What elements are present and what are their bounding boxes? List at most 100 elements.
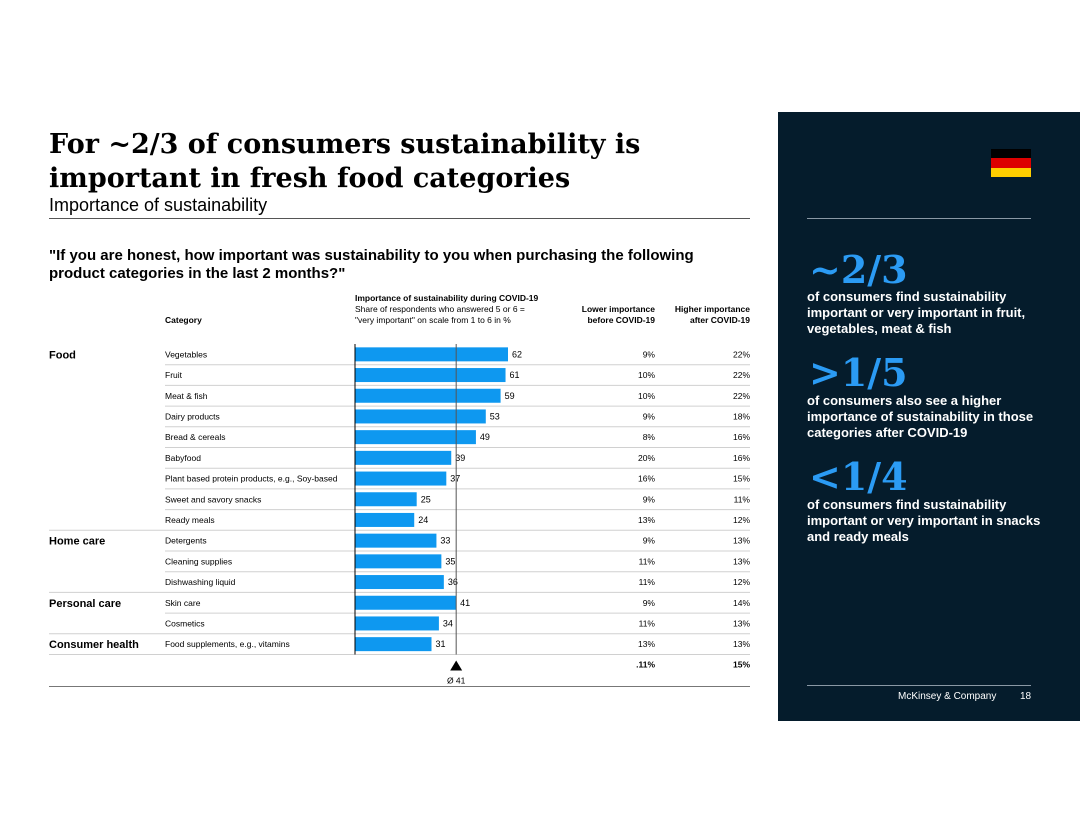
higher-importance-value: 14% (733, 598, 750, 608)
group-label: Consumer health (49, 639, 139, 651)
bar (355, 637, 432, 652)
bar (355, 368, 506, 383)
bar (355, 595, 457, 610)
stat2-text: of consumers also see a higher importanc… (807, 393, 1034, 440)
importance-header-title: Importance of sustainability during COVI… (355, 293, 539, 303)
lower-importance-value: 11% (639, 618, 656, 628)
bar-value-label: 37 (450, 474, 460, 484)
category-header: Category (165, 315, 202, 325)
lower-importance-value: 11% (639, 556, 656, 566)
stat1-text: of consumers find sustainability importa… (807, 289, 1026, 336)
category-label: Meat & fish (165, 391, 208, 401)
stat1-value: ~2/3 (809, 247, 908, 292)
bar-value-label: 25 (421, 494, 431, 504)
category-label: Food supplements, e.g., vitamins (165, 639, 290, 649)
category-label: Sweet and savory snacks (165, 494, 261, 504)
higher-importance-value: 11% (734, 494, 751, 504)
higher-importance-value: 13% (733, 536, 750, 546)
germany-flag-icon (991, 149, 1031, 177)
group-label: Personal care (49, 598, 121, 610)
stat2-value: >1/5 (809, 350, 908, 395)
lower-importance-value: 10% (638, 370, 655, 380)
lower-importance-value: 9% (643, 349, 656, 359)
bar (355, 450, 452, 465)
lower-importance-value: 11% (639, 577, 656, 587)
bar (355, 347, 508, 362)
lower-importance-header: Lower importance before COVID-19 (555, 304, 655, 326)
bar-value-label: 35 (445, 556, 455, 566)
higher-importance-value: 13% (733, 618, 750, 628)
category-label: Bread & cereals (165, 432, 225, 442)
higher-importance-value: 15% (733, 474, 750, 484)
bar (355, 616, 439, 631)
bar-value-label: 53 (490, 411, 500, 421)
bar-value-label: 36 (448, 577, 458, 587)
bar (355, 388, 501, 403)
importance-header-sub2: "very important" on scale from 1 to 6 in… (355, 315, 511, 325)
category-label: Plant based protein products, e.g., Soy-… (165, 474, 338, 484)
bar-value-label: 59 (505, 391, 515, 401)
bar (355, 430, 476, 445)
lower-importance-value: 9% (643, 411, 656, 421)
page-subtitle: Importance of sustainability (49, 195, 268, 215)
category-label: Ready meals (165, 515, 215, 525)
stat3-text: of consumers find sustainability importa… (807, 497, 1041, 544)
category-label: Skin care (165, 598, 201, 608)
lower-importance-value: 20% (638, 453, 655, 463)
bar (355, 409, 486, 424)
page-number: 18 (1020, 691, 1032, 702)
lower-importance-value: 9% (643, 536, 656, 546)
page-title: For ~2/3 of consumers sustainability is … (49, 129, 641, 194)
lower-importance-value: 8% (643, 432, 656, 442)
bar-value-label: 62 (512, 349, 522, 359)
average-marker-icon (450, 660, 463, 671)
category-label: Dairy products (165, 411, 220, 421)
lower-importance-value: 13% (638, 515, 655, 525)
importance-header-sub1: Share of respondents who answered 5 or 6… (355, 304, 525, 314)
higher-importance-value: 16% (733, 432, 750, 442)
footer-brand: McKinsey & Company (898, 691, 997, 702)
panel-divider (807, 218, 1031, 219)
lower-importance-value: 13% (638, 639, 655, 649)
higher-importance-value: 22% (733, 391, 750, 401)
group-label: Home care (49, 536, 105, 548)
bar (355, 554, 442, 569)
higher-importance-value: 18% (733, 411, 750, 421)
bar-value-label: 61 (510, 370, 520, 380)
higher-importance-value: 22% (733, 370, 750, 380)
lower-header-line1: Lower importance (581, 304, 655, 314)
bar-value-label: 33 (440, 536, 450, 546)
lower-importance-value: 9% (643, 598, 656, 608)
higher-importance-header: Higher importance after COVID-19 (650, 304, 750, 326)
bar-value-label: 39 (455, 453, 465, 463)
higher-importance-value: 22% (733, 349, 750, 359)
category-label: Cleaning supplies (165, 556, 232, 566)
lower-header-line2: before COVID-19 (587, 315, 655, 325)
category-label: Cosmetics (165, 618, 205, 628)
importance-header: Importance of sustainability during COVI… (355, 293, 538, 326)
bar-value-label: 34 (443, 618, 453, 628)
bar (355, 471, 447, 486)
higher-header-line1: Higher importance (674, 304, 750, 314)
bar (355, 492, 417, 507)
category-label: Dishwashing liquid (165, 577, 236, 587)
flag-stripe-black (991, 149, 1031, 159)
category-label: Fruit (165, 370, 183, 380)
group-label: Food (49, 349, 76, 361)
lower-importance-value: 10% (638, 391, 655, 401)
stat3-value: <1/4 (809, 454, 908, 499)
average-label: Ø 41 (447, 676, 466, 686)
category-label: Detergents (165, 536, 207, 546)
higher-importance-value: 16% (733, 453, 750, 463)
lower-importance-value: 9% (643, 494, 656, 504)
lower-importance-value: 16% (638, 474, 655, 484)
bar-value-label: 31 (436, 639, 446, 649)
higher-importance-value: 12% (733, 577, 750, 587)
survey-question: "If you are honest, how important was su… (49, 247, 694, 282)
category-label: Babyfood (165, 453, 201, 463)
bar-value-label: 24 (418, 515, 428, 525)
flag-stripe-red (991, 158, 1031, 168)
higher-importance-value: 13% (733, 639, 750, 649)
category-label: Vegetables (165, 349, 207, 359)
bar (355, 575, 444, 590)
